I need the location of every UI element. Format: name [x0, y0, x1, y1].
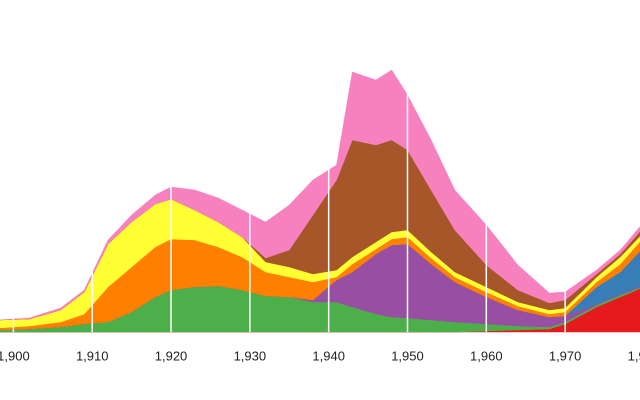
x-tick-label: 1,900	[0, 348, 30, 363]
x-tick-label: 1,970	[549, 348, 582, 363]
x-tick-label: 1,980	[628, 348, 640, 363]
x-tick-label: 1,950	[391, 348, 424, 363]
x-tick-label: 1,960	[470, 348, 503, 363]
x-tick-label: 1,940	[312, 348, 345, 363]
x-tick-label: 1,920	[155, 348, 188, 363]
x-tick-label: 1,930	[234, 348, 267, 363]
x-tick-label: 1,910	[76, 348, 109, 363]
plot-area	[0, 69, 640, 333]
area	[0, 69, 640, 321]
